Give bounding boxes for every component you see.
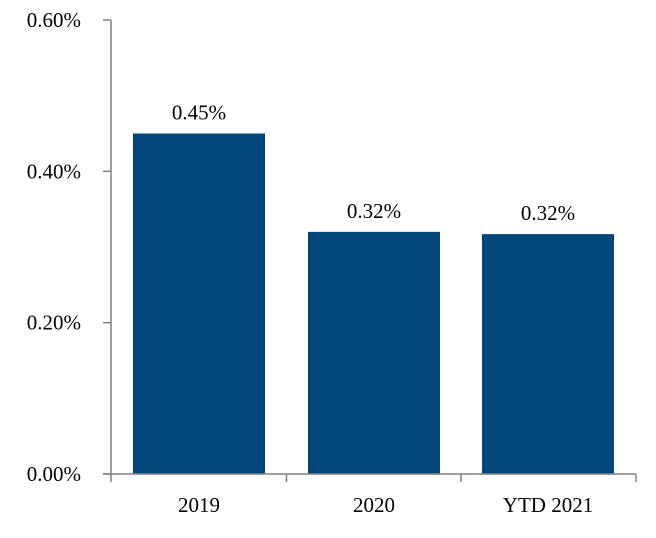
y-tick-label: 0.40% — [27, 159, 81, 183]
x-tick-label: 2020 — [353, 493, 395, 517]
bar-2020 — [308, 231, 440, 474]
y-tick-label: 0.00% — [27, 462, 81, 486]
value-labels: 0.45% 0.32% 0.32% — [172, 101, 575, 226]
bars — [133, 133, 614, 474]
bar-value-label: 0.45% — [172, 101, 226, 125]
y-axis: 0.00% 0.20% 0.40% 0.60% — [27, 8, 112, 486]
y-tick-label: 0.20% — [27, 311, 81, 335]
x-tick-label: 2019 — [178, 493, 220, 517]
bar-ytd-2021 — [482, 234, 614, 474]
y-tick-label: 0.60% — [27, 8, 81, 32]
x-axis: 2019 2020 YTD 2021 — [103, 473, 637, 517]
bar-2019 — [133, 133, 265, 474]
bar-value-label: 0.32% — [347, 199, 401, 223]
bar-value-label: 0.32% — [521, 201, 575, 225]
x-tick-label: YTD 2021 — [503, 493, 593, 517]
